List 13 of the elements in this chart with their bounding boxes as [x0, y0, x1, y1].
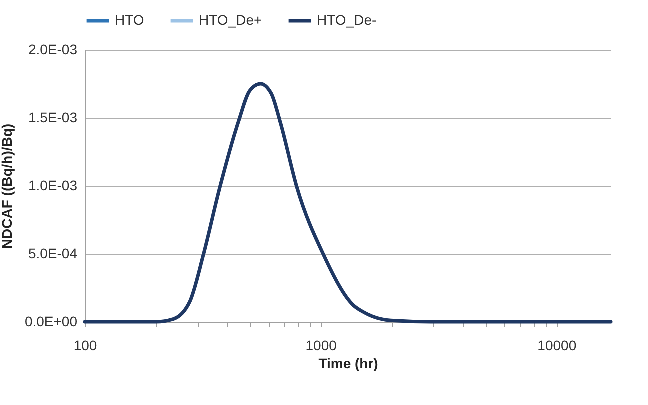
- x-axis-title: Time (hr): [318, 356, 378, 372]
- legend-label: HTO_De+: [199, 12, 262, 28]
- y-tick-label: 5.0E-04: [28, 246, 78, 262]
- y-tick-label: 0.0E+00: [24, 314, 78, 330]
- y-tick-label: 2.0E-03: [28, 42, 78, 58]
- y-axis-title: NDCAF ((Bq/h)/Bq): [0, 124, 15, 250]
- legend-label: HTO_De-: [317, 12, 377, 28]
- x-tick-label: 1000: [306, 338, 338, 354]
- y-tick-label: 1.0E-03: [28, 178, 78, 194]
- x-tick-label: 10000: [538, 338, 577, 354]
- legend-label: HTO: [115, 12, 144, 28]
- x-tick-label: 100: [74, 338, 98, 354]
- y-tick-label: 1.5E-03: [28, 110, 78, 126]
